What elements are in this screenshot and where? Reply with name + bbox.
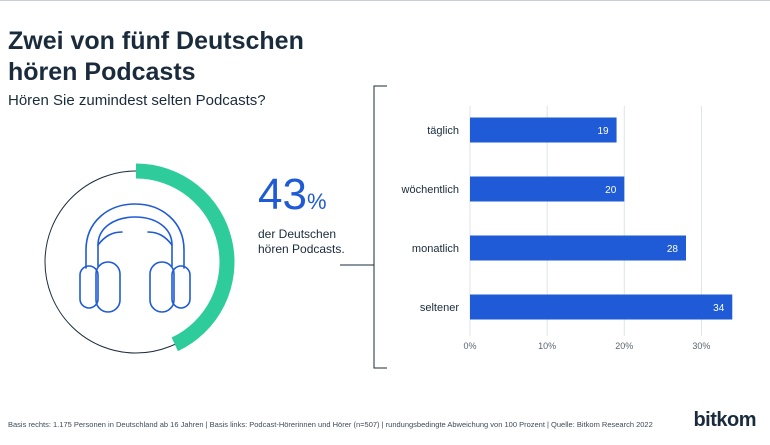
category-label: seltener — [420, 302, 459, 314]
tick-label: 20% — [615, 341, 633, 351]
footer-note: Basis rechts: 1.175 Personen in Deutschl… — [8, 420, 653, 429]
bitkom-logo: bitkom — [693, 409, 756, 431]
value-label: 20 — [605, 185, 617, 196]
bar — [470, 176, 625, 202]
bar — [470, 235, 686, 261]
donut-highlight-arc — [135, 163, 235, 352]
category-label: täglich — [427, 125, 459, 137]
headphones-icon — [79, 203, 191, 313]
bar — [470, 117, 617, 143]
value-label: 19 — [597, 126, 609, 137]
chart-bracket — [373, 85, 387, 369]
value-label: 34 — [713, 303, 725, 314]
tick-label: 10% — [538, 341, 556, 351]
highlight-value: 43 — [258, 170, 307, 219]
value-label: 28 — [667, 244, 679, 255]
page-title: Zwei von fünf Deutschen hören Podcasts — [8, 27, 304, 86]
chart-labels: 0% 10% 20% 30% täglich 19 wöchentlich 20 monatli… — [401, 125, 725, 351]
page-subtitle: Hören Sie zumindest selten Podcasts? — [8, 92, 266, 109]
category-label: monatlich — [412, 243, 459, 255]
category-label: wöchentlich — [401, 184, 459, 196]
tick-label: 30% — [692, 341, 710, 351]
top-divider — [0, 0, 770, 1]
bar — [470, 294, 733, 320]
chart-bars — [470, 117, 733, 320]
tick-label: 0% — [463, 341, 476, 351]
highlight-text: der Deutschen hören Podcasts. — [258, 227, 345, 256]
highlight-percentage: 43% — [258, 170, 327, 227]
highlight-unit: % — [306, 189, 327, 214]
